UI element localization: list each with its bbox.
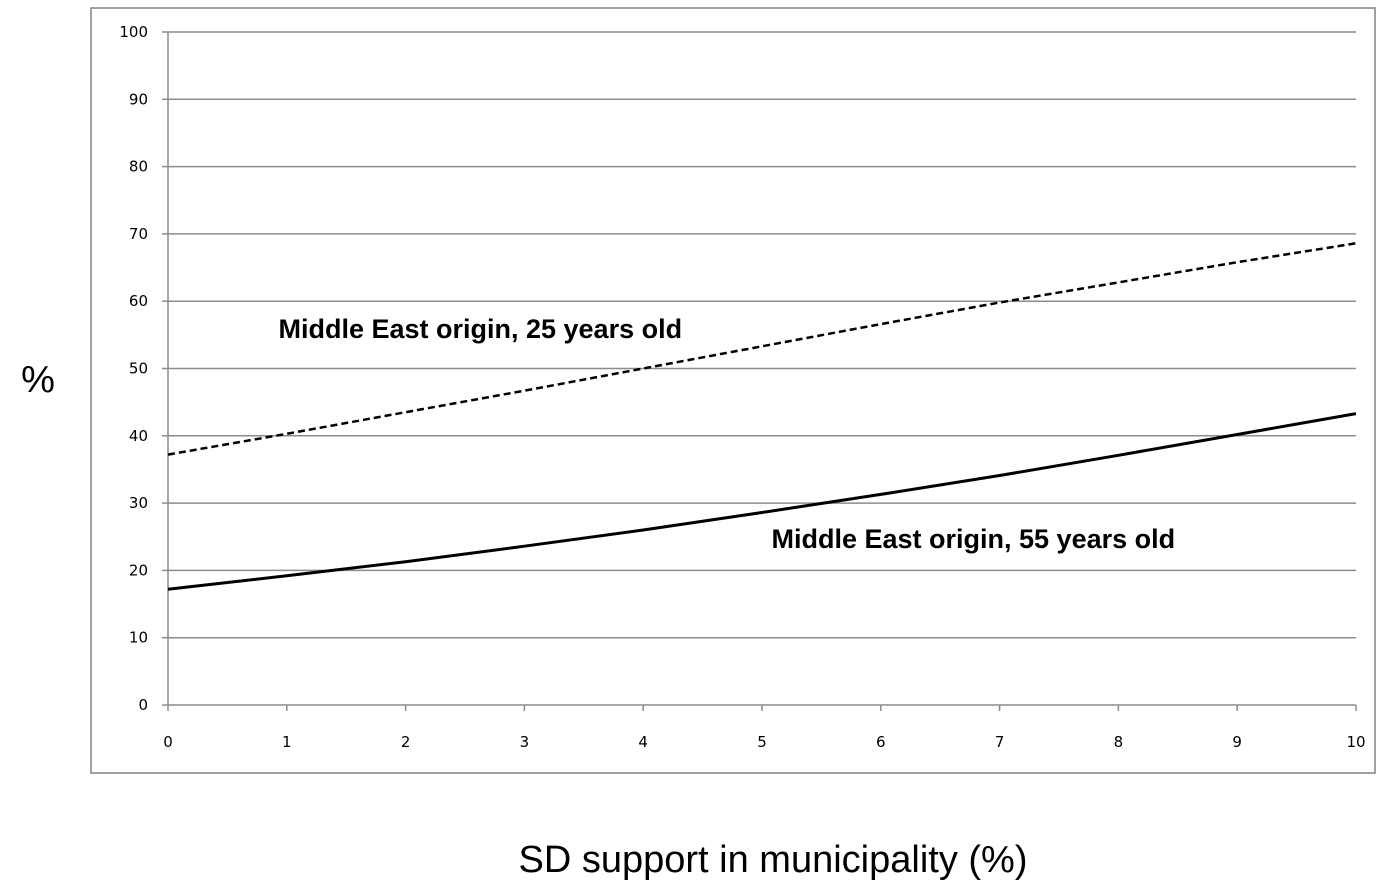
x-axis-label: SD support in municipality (%) (519, 839, 1028, 880)
x-tick-label: 8 (1114, 733, 1124, 751)
x-tick-label: 5 (757, 733, 767, 751)
y-tick-label: 40 (129, 427, 148, 445)
tick-labels: 0 10 20 30 40 50 60 70 80 90 100 0 1 2 3 4 5 6 7 8 9 10 (119, 23, 1365, 751)
y-tick-label: 0 (138, 696, 148, 714)
plot-frame (90, 7, 1376, 774)
x-tick-label: 7 (995, 733, 1005, 751)
x-tick-label: 6 (876, 733, 886, 751)
series-label-1: Middle East origin, 25 years old (278, 314, 682, 344)
series-line-2 (167, 412, 1357, 591)
y-tick-label: 70 (129, 225, 148, 243)
y-tick-label: 80 (129, 158, 148, 176)
x-tick-label: 1 (282, 733, 292, 751)
x-tick-label: 4 (638, 733, 648, 751)
y-tick-label: 30 (129, 494, 148, 512)
series-label-2: Middle East origin, 55 years old (772, 524, 1176, 554)
x-tick-label: 0 (163, 733, 173, 751)
y-tick-label: 10 (129, 629, 148, 647)
x-tick-label: 2 (401, 733, 411, 751)
y-tick-label: 20 (129, 561, 148, 579)
series-line-1 (167, 242, 1357, 456)
x-tick-label: 3 (520, 733, 530, 751)
y-axis-label: % (21, 359, 55, 401)
y-tick-label: 90 (129, 90, 148, 108)
y-tick-label: 100 (119, 23, 148, 41)
x-tick-label: 10 (1346, 733, 1365, 751)
gridlines (168, 31, 1356, 639)
y-tick-label: 60 (129, 292, 148, 310)
y-tick-label: 50 (129, 360, 148, 378)
series-lines (167, 242, 1357, 591)
axes (162, 31, 1357, 711)
x-tick-label: 9 (1232, 733, 1242, 751)
series-labels: Middle East origin, 25 years old Middle E… (278, 314, 1175, 554)
